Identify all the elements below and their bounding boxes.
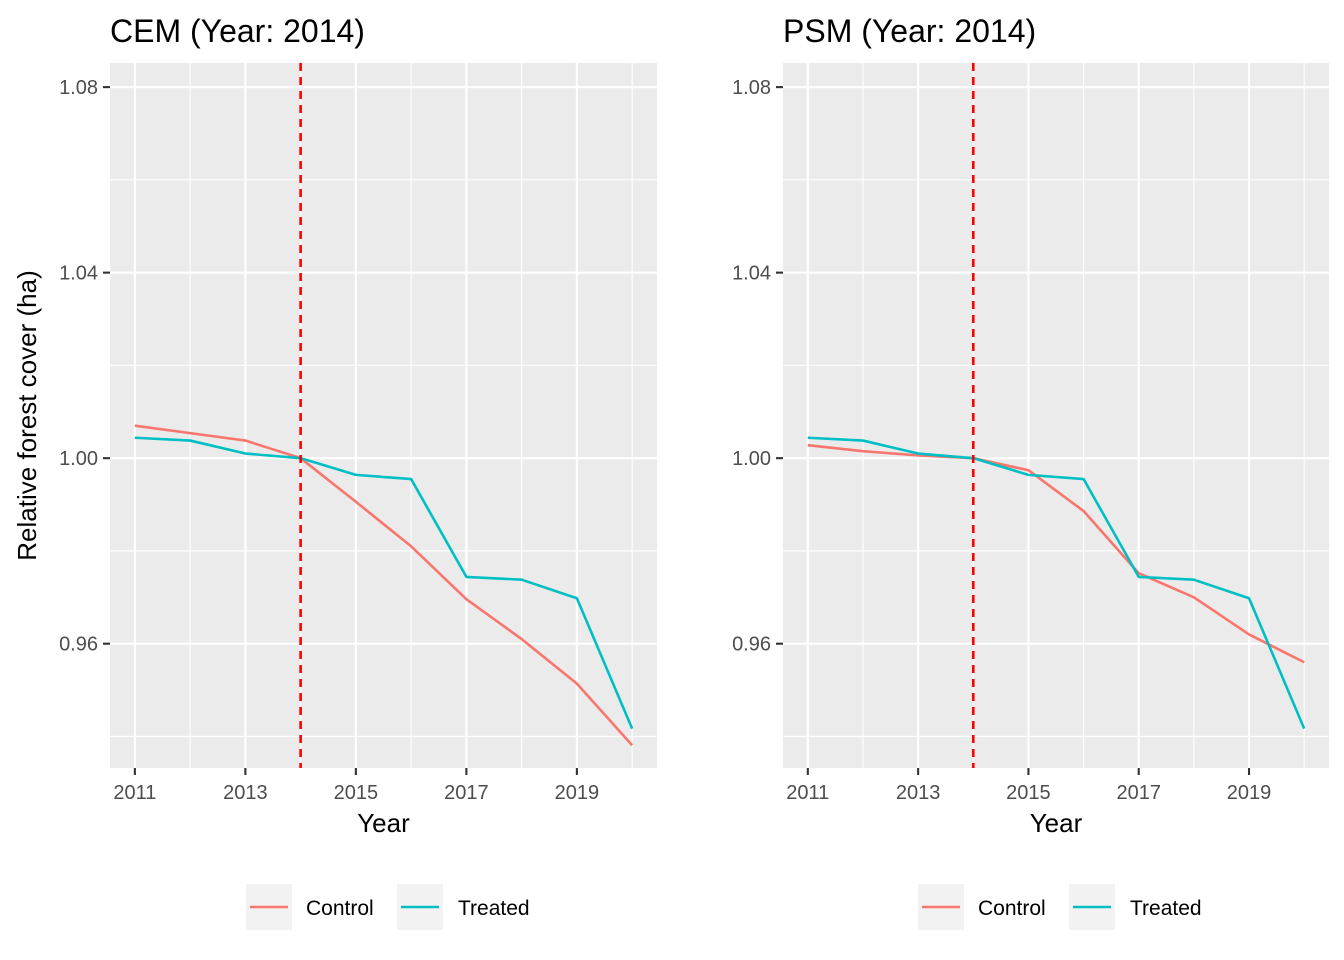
series-line-treated — [134, 436, 634, 730]
x-tick-label: 2011 — [113, 782, 156, 804]
y-tick-label: 0.96 — [59, 634, 98, 656]
y-tick-label: 1.00 — [732, 448, 771, 470]
x-tick-label: 2011 — [786, 782, 829, 804]
x-tick-label: 2019 — [1227, 782, 1272, 804]
legend: Control Treated — [918, 884, 1202, 930]
x-axis-title: Year — [1030, 808, 1083, 838]
series-line-control — [807, 443, 1305, 664]
plot-background — [110, 63, 657, 768]
legend-label: Control — [978, 897, 1046, 920]
panel-title: PSM (Year: 2014) — [783, 13, 1036, 49]
x-tick-label: 2015 — [334, 782, 379, 804]
x-tick-label: 2017 — [444, 782, 489, 804]
x-tick-label: 2019 — [555, 782, 600, 804]
series-line-control — [134, 424, 634, 747]
series-line-treated — [807, 436, 1306, 730]
plot-background — [783, 63, 1329, 768]
legend: Control Treated — [246, 884, 530, 930]
x-tick-label: 2013 — [223, 782, 268, 804]
y-tick-label: 1.04 — [59, 263, 98, 285]
y-tick-label: 0.96 — [732, 634, 771, 656]
y-tick-label: 1.08 — [59, 77, 98, 99]
x-tick-label: 2013 — [896, 782, 941, 804]
legend-label: Treated — [458, 897, 530, 920]
y-tick-label: 1.08 — [732, 77, 771, 99]
panel-1: 0.96 1.00 1.04 1.08 2011 2013 2015 2017 2019 CEM … — [12, 13, 657, 930]
panel-2: 0.96 1.00 1.04 1.08 2011 2013 2015 2017 2019 PSM … — [732, 13, 1329, 930]
legend-label: Control — [306, 897, 374, 920]
x-axis-title: Year — [357, 808, 410, 838]
x-tick-label: 2017 — [1116, 782, 1161, 804]
y-tick-label: 1.00 — [59, 448, 98, 470]
y-tick-label: 1.04 — [732, 263, 771, 285]
y-axis-title: Relative forest cover (ha) — [12, 270, 42, 560]
panel-title: CEM (Year: 2014) — [110, 13, 365, 49]
legend-label: Treated — [1130, 897, 1202, 920]
x-tick-label: 2015 — [1006, 782, 1051, 804]
